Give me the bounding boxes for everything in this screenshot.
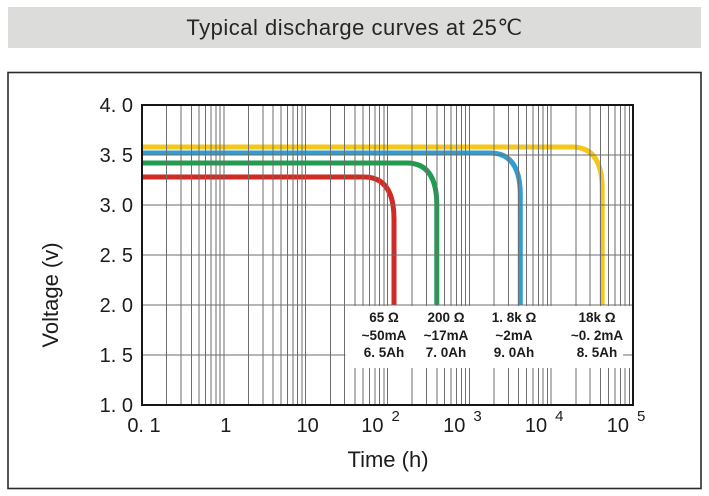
- xaxis-title: Time (h): [347, 447, 428, 472]
- annotation-resistance-1: 200 Ω: [427, 310, 464, 325]
- annotation-current-2: ~2mA: [495, 328, 532, 343]
- x-tick-label-1: 1: [220, 415, 231, 437]
- y-tick-label-1: 3. 5: [100, 145, 133, 167]
- load-annotation-box: [345, 306, 633, 368]
- annotation-current-3: ~0. 2mA: [571, 328, 623, 343]
- x-tick-exponent-5: 4: [555, 408, 563, 425]
- y-tick-label-5: 1. 5: [100, 345, 133, 367]
- x-tick-exponent-6: 5: [637, 408, 645, 425]
- x-tick-label-6: 10: [607, 415, 629, 437]
- y-tick-label-2: 3. 0: [100, 195, 133, 217]
- x-tick-label-5: 10: [525, 415, 547, 437]
- x-tick-exponent-4: 3: [473, 408, 481, 425]
- x-tick-label-3: 10: [361, 415, 383, 437]
- curve-18k-ohm-load: [142, 144, 605, 305]
- plot-frame: [141, 104, 634, 406]
- chart-title: Typical discharge curves at 25℃: [186, 14, 523, 40]
- chart-title-bar: Typical discharge curves at 25℃: [8, 7, 701, 48]
- x-tick-exponent-3: 2: [392, 408, 400, 425]
- annotation-resistance-3: 18k Ω: [578, 310, 615, 325]
- annotation-current-0: ~50mA: [362, 328, 407, 343]
- annotation-capacity-1: 7. 0Ah: [426, 345, 467, 360]
- annotation-resistance-0: 65 Ω: [369, 310, 399, 325]
- x-tick-label-4: 10: [443, 415, 465, 437]
- curve-65-ohm-load: [142, 174, 397, 305]
- x-tick-label-0: 0. 1: [127, 415, 160, 437]
- annotation-resistance-2: 1. 8k Ω: [492, 310, 537, 325]
- curve-1.8k-ohm-load: [142, 150, 523, 305]
- yaxis-title: Voltage (v): [38, 242, 63, 347]
- annotation-capacity-0: 6. 5Ah: [364, 345, 405, 360]
- annotation-capacity-2: 9. 0Ah: [494, 345, 535, 360]
- y-tick-label-0: 4. 0: [100, 95, 133, 117]
- y-tick-label-3: 2. 5: [100, 245, 133, 267]
- y-tick-label-6: 1. 0: [100, 395, 133, 417]
- y-tick-label-4: 2. 0: [100, 295, 133, 317]
- annotation-capacity-3: 8. 5Ah: [577, 345, 618, 360]
- x-tick-label-2: 10: [297, 415, 319, 437]
- annotation-current-1: ~17mA: [424, 328, 469, 343]
